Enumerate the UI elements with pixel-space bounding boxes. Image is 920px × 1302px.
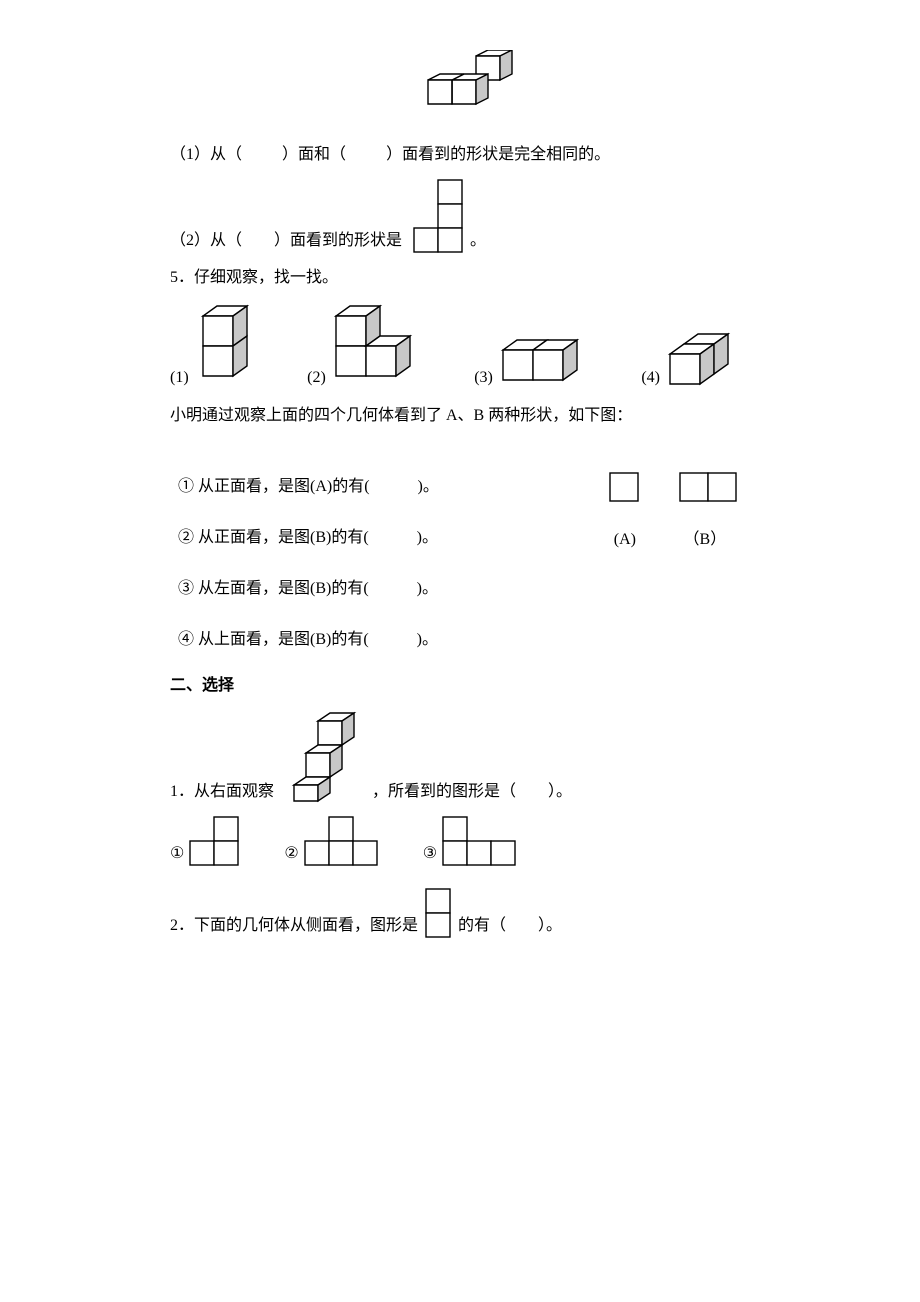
mc1-solid-3d-icon	[278, 709, 368, 807]
q4-line2: （2）从（ ）面看到的形状是 。	[170, 178, 750, 256]
a-label: (A)	[614, 526, 636, 555]
q4-figure	[170, 50, 750, 131]
two-depth-3d-icon	[660, 332, 750, 392]
q5-ab-figures: (A) （B）	[590, 467, 750, 555]
b-label: （B）	[684, 526, 727, 555]
text: ）面和（	[282, 146, 346, 163]
mc1-line: 1．从右面观察 ，所看到的图形是（ ）。	[170, 709, 750, 807]
label: (2)	[307, 364, 326, 393]
q5-desc: 小明通过观察上面的四个几何体看到了 A、B 两种形状，如下图：	[170, 402, 750, 431]
opt1-flat-icon	[184, 815, 244, 869]
mc1-opt3: ③	[423, 815, 521, 869]
text	[242, 227, 274, 256]
q5-shape-4: (4)	[641, 332, 750, 392]
label: ①	[170, 840, 184, 869]
q5-shapes-row: (1) (2)	[170, 302, 750, 392]
mc1-opt2: ②	[284, 815, 382, 869]
q5-shape-2: (2)	[307, 302, 426, 392]
two-stack-3d-icon	[189, 302, 259, 392]
q5-title: 5．仔细观察，找一找。	[170, 264, 750, 293]
label: (3)	[474, 364, 493, 393]
q5-sub4: ④ 从上面看，是图(B)的有( )。	[170, 626, 750, 655]
text: ）面看到的形状是	[274, 227, 402, 256]
text	[350, 146, 382, 163]
label: ②	[284, 840, 298, 869]
text: 的有（ ）。	[458, 912, 562, 941]
label: ③	[423, 840, 437, 869]
text: ）面看到的形状是完全相同的。	[386, 146, 610, 163]
text: （1）从（	[170, 146, 242, 163]
text: 。	[470, 227, 486, 256]
l-shape-3d-icon	[326, 302, 426, 392]
opt3-flat-icon	[437, 815, 521, 869]
mc1-options: ① ② ③	[170, 815, 750, 869]
q4-line1: （1）从（ ）面和（ ）面看到的形状是完全相同的。	[170, 141, 750, 170]
opt2-flat-icon	[299, 815, 383, 869]
label: (1)	[170, 364, 189, 393]
text: （2）从（	[170, 227, 242, 256]
text: ，所看到的图形是（ ）。	[372, 778, 572, 807]
text: 1．从右面观察	[170, 778, 274, 807]
q5-shape-1: (1)	[170, 302, 259, 392]
q5-sub3: ③ 从左面看，是图(B)的有( )。	[170, 575, 750, 604]
mc2-line: 2．下面的几何体从侧面看，图形是 的有（ ）。	[170, 887, 750, 941]
q5-shape-3: (3)	[474, 332, 593, 392]
mc1-opt1: ①	[170, 815, 244, 869]
label: (4)	[641, 364, 660, 393]
flat-step-shape-icon	[406, 178, 466, 256]
section2-title: 二、选择	[170, 672, 750, 701]
mc2-flat-icon	[422, 887, 454, 941]
staircase-3d-icon	[390, 50, 530, 120]
text: 2．下面的几何体从侧面看，图形是	[170, 912, 418, 941]
ab-shapes-icon	[590, 467, 750, 507]
two-row-3d-icon	[493, 332, 593, 392]
text	[246, 146, 278, 163]
